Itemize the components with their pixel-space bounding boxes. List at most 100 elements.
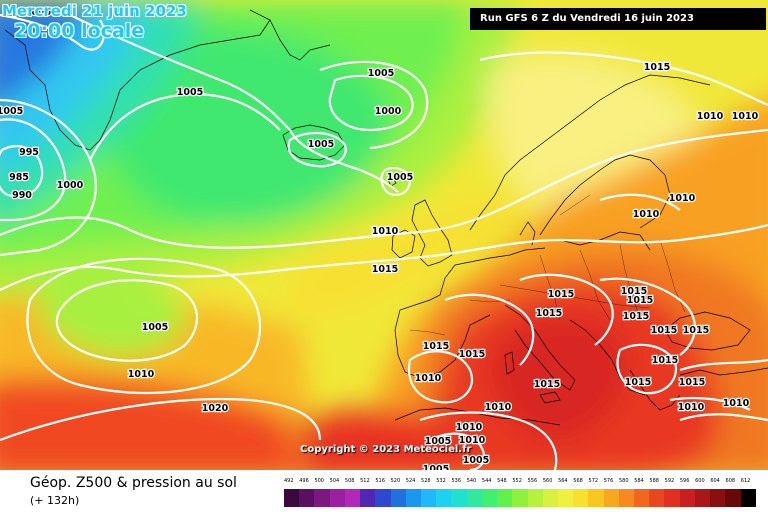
coast-turkey (679, 367, 768, 376)
scale-swatch (451, 489, 467, 507)
scale-swatch (588, 489, 604, 507)
isobar-label: 1010 (372, 226, 399, 237)
coast-europe-north (454, 247, 546, 266)
scale-label: 516 (375, 478, 385, 484)
isobar-label: 1010 (669, 193, 696, 204)
forecast-map: 1000 1005 995 985 990 1000 1005 1005 1000 1005 100… (0, 0, 768, 470)
isobar-label: 1015 (651, 325, 677, 336)
coast-denmark (519, 221, 536, 246)
scale-swatch (466, 489, 482, 507)
isobar-label: 1005 (463, 455, 489, 466)
isobar-label: 1000 (57, 180, 84, 191)
isobar-1010-east (679, 413, 768, 422)
isobar-label: 995 (19, 147, 39, 158)
field-green-core (98, 26, 389, 227)
scale-label: 572 (588, 478, 599, 484)
coast-ireland (391, 229, 416, 259)
isobar-label: 1015 (679, 377, 705, 388)
isobar-label: 1010 (456, 422, 483, 433)
isobar-label: 1005 (425, 436, 451, 447)
isobar-label: 1015 (652, 355, 678, 366)
isobar-1000-nw (0, 13, 105, 51)
scale-swatch (618, 489, 635, 507)
isobar-label: 1000 (375, 106, 402, 117)
field-green-pocket (38, 271, 186, 356)
isobar-1015-spain (444, 293, 535, 366)
coast-norway (469, 74, 711, 231)
isobar-1005-north (59, 9, 399, 193)
isobar-label: 1010 (697, 111, 724, 122)
valid-hour: 20:00 locale (14, 20, 145, 42)
isobar-label: 1015 (372, 264, 398, 275)
isobar-label: 1015 (534, 379, 560, 390)
isobar-1010-aegean (669, 396, 751, 411)
color-scale-bar (284, 489, 756, 507)
border-2 (579, 249, 611, 321)
isobar-1005-azores (55, 279, 199, 362)
isobar-label: 1015 (459, 349, 485, 360)
isobar-1015-greece (616, 343, 678, 395)
isobar-1005-ring (319, 60, 429, 150)
valid-time: Mercredi 21 juin 2023 20:00 locale (2, 2, 187, 42)
field-red-south (0, 377, 299, 470)
isobar-label: 1010 (678, 402, 705, 413)
forecast-lead: (+ 132h) (30, 494, 80, 507)
isobar-label: 1015 (627, 295, 653, 306)
isobar-label: 1020 (202, 403, 229, 414)
isobar-low-ring (0, 118, 67, 222)
scale-swatch (405, 489, 421, 507)
isobar-label: 1010 (485, 402, 512, 413)
scale-label: 540 (466, 478, 477, 484)
isobar-label: 1010 (723, 398, 750, 409)
chart-title: Géop. Z500 & pression au sol (30, 475, 237, 491)
scale-label: 568 (573, 478, 583, 484)
scale-label: 544 (481, 478, 492, 484)
scale-swatch (284, 489, 300, 507)
isobar-label: 1000 (25, 7, 52, 18)
scale-label: 508 (344, 478, 355, 484)
coast-france-iberia (394, 264, 491, 379)
border-8 (559, 194, 591, 216)
isobar-label: 990 (12, 190, 32, 201)
scale-label: 548 (497, 478, 507, 484)
z500-field (0, 0, 768, 470)
isobar-1010-azores (26, 257, 262, 395)
isobar-label: 1015 (536, 308, 562, 319)
color-scale-labels: 492 496 500 504 508 512 516 520 524 528 532 536 540 5… (284, 478, 756, 486)
scale-label: 596 (679, 478, 690, 484)
isobar-1015-italy (519, 273, 614, 346)
isobar-label: 1005 (0, 106, 23, 117)
scale-swatch (634, 489, 650, 507)
scale-swatch (390, 489, 406, 507)
scale-swatch (420, 489, 437, 507)
scale-swatch (649, 489, 665, 507)
isobar-label: 1015 (621, 286, 647, 297)
scale-swatch (344, 489, 361, 507)
isobar-label: 1015 (683, 325, 709, 336)
copyright-notice: Copyright © 2023 Meteociel.fr (300, 444, 472, 455)
isobar-label: 1010 (732, 111, 759, 122)
scale-swatch (725, 489, 741, 507)
border-7 (409, 329, 446, 336)
isobar-1015-main (0, 223, 768, 291)
isobar-label: 1010 (633, 209, 660, 220)
isobar-label: 1005 (308, 139, 334, 150)
scale-swatch (603, 489, 619, 507)
scale-swatch (436, 489, 452, 507)
scale-label: 584 (634, 478, 644, 484)
isobar-1005-west (0, 98, 97, 257)
isobar-label: 1010 (128, 369, 155, 380)
isobar-1015-balkans (599, 277, 696, 356)
scale-swatch (512, 489, 528, 507)
scale-label: 500 (314, 478, 324, 484)
coast-baltic (559, 231, 651, 251)
isobar-1005-faroes (380, 166, 412, 196)
scale-swatch (497, 489, 513, 507)
scale-swatch (664, 489, 680, 507)
scale-swatch (557, 489, 574, 507)
borders (409, 194, 686, 336)
scale-label: 576 (603, 478, 614, 484)
scale-label: 524 (405, 478, 416, 484)
isobar-1010-africa (419, 411, 558, 470)
